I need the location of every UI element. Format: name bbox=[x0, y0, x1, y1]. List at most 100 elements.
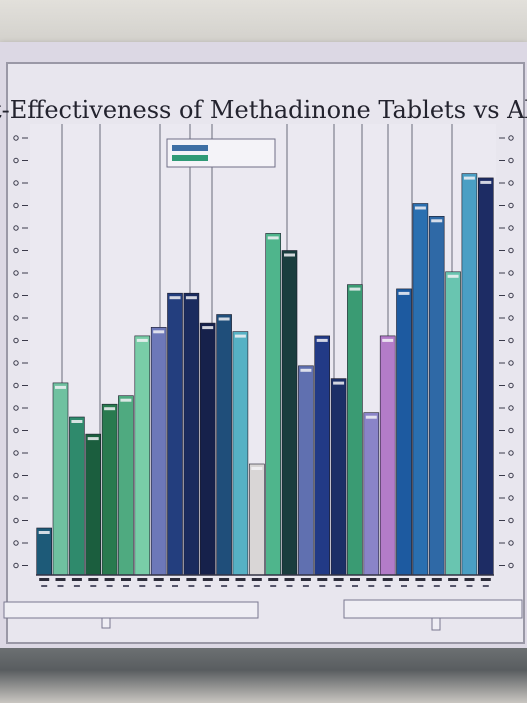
x-tick-23 bbox=[399, 578, 409, 581]
bar-label-mark-19 bbox=[333, 381, 345, 385]
x-tick-sub-26 bbox=[450, 585, 457, 587]
y-tick-left-3 bbox=[13, 202, 19, 209]
bar-28 bbox=[477, 177, 494, 576]
bar-label-mark-14 bbox=[251, 467, 263, 470]
x-tick-1 bbox=[39, 578, 50, 581]
x-tick-sub-14 bbox=[253, 585, 260, 587]
x-tick-sub-9 bbox=[172, 585, 178, 587]
bar-label-mark-6 bbox=[120, 398, 132, 402]
y-tick-left-19 bbox=[13, 562, 19, 569]
bar-25 bbox=[428, 216, 445, 576]
y-tick-right-15 bbox=[508, 472, 514, 479]
legend-swatch-1 bbox=[172, 145, 208, 151]
y-tick-left-11 bbox=[13, 382, 19, 389]
x-tick-28 bbox=[480, 578, 491, 581]
bar-4 bbox=[85, 433, 101, 576]
bar-label-mark-12 bbox=[218, 317, 230, 321]
y-tick-right-12 bbox=[508, 405, 514, 411]
bar-3 bbox=[69, 416, 85, 576]
y-tick-left-5 bbox=[13, 247, 19, 254]
x-tick-sub-17 bbox=[302, 585, 309, 587]
bar-label-mark-27 bbox=[463, 176, 475, 180]
y-tick-left-18 bbox=[13, 540, 19, 546]
y-tick-left-15 bbox=[13, 472, 19, 479]
x-tick-7 bbox=[137, 578, 148, 581]
bar-label-mark-4 bbox=[87, 437, 99, 441]
bar-7 bbox=[134, 335, 151, 576]
legend-swatch-2 bbox=[172, 155, 208, 161]
bar-label-mark-25 bbox=[431, 219, 443, 223]
bar-19 bbox=[330, 378, 347, 576]
y-tick-right-7 bbox=[508, 292, 514, 299]
bar-10 bbox=[183, 292, 200, 576]
bar-18 bbox=[314, 335, 331, 576]
x-tick-sub-5 bbox=[106, 585, 113, 587]
x-tick-10 bbox=[186, 578, 197, 581]
bar-label-mark-18 bbox=[316, 338, 328, 342]
bar-16 bbox=[281, 250, 298, 576]
x-tick-sub-7 bbox=[139, 585, 146, 587]
y-tick-left-0 bbox=[13, 135, 19, 141]
y-tick-right-5 bbox=[508, 247, 514, 254]
bar-24 bbox=[412, 203, 429, 576]
bar-21 bbox=[363, 412, 380, 576]
footnote-right-tab bbox=[431, 617, 441, 631]
bars bbox=[36, 173, 494, 576]
y-tick-left-10 bbox=[13, 360, 19, 366]
x-tick-22 bbox=[382, 578, 393, 581]
x-tick-sub-6 bbox=[123, 585, 129, 587]
y-tick-right-17 bbox=[508, 517, 514, 524]
footnote-left bbox=[3, 601, 259, 629]
floor-background bbox=[0, 648, 527, 703]
bar-27 bbox=[461, 173, 478, 576]
bar-label-mark-23 bbox=[398, 291, 410, 295]
y-tick-left-13 bbox=[13, 427, 19, 434]
x-tick-5 bbox=[104, 578, 115, 581]
x-tick-17 bbox=[300, 578, 311, 581]
x-tick-15 bbox=[268, 578, 279, 581]
x-tick-8 bbox=[153, 578, 164, 581]
y-tick-right-6 bbox=[508, 270, 514, 276]
y-axis-left-ticks bbox=[13, 135, 28, 569]
y-tick-right-13 bbox=[508, 427, 514, 434]
x-tick-11 bbox=[202, 578, 213, 581]
y-axis-right-ticks bbox=[499, 135, 514, 569]
bar-label-mark-21 bbox=[365, 415, 377, 419]
y-tick-left-12 bbox=[13, 405, 19, 411]
y-tick-left-7 bbox=[13, 292, 19, 299]
y-tick-right-16 bbox=[508, 495, 514, 501]
bar-label-mark-16 bbox=[284, 253, 295, 257]
x-tick-sub-20 bbox=[352, 585, 358, 587]
x-tick-sub-25 bbox=[433, 585, 440, 587]
x-tick-14 bbox=[251, 578, 262, 581]
bar-8 bbox=[150, 326, 167, 576]
x-tick-3 bbox=[71, 578, 82, 581]
bar-2 bbox=[52, 382, 69, 576]
bar-label-mark-15 bbox=[267, 236, 279, 240]
x-tick-12 bbox=[219, 578, 230, 581]
x-tick-sub-22 bbox=[384, 585, 391, 587]
x-tick-sub-28 bbox=[482, 585, 489, 587]
footnote-left-box bbox=[3, 601, 259, 619]
x-tick-26 bbox=[448, 578, 459, 581]
footnote-right-box bbox=[343, 599, 523, 619]
x-tick-sub-12 bbox=[221, 585, 228, 587]
x-tick-24 bbox=[415, 578, 426, 581]
y-tick-left-1 bbox=[13, 157, 19, 164]
bar-label-mark-9 bbox=[169, 296, 181, 300]
x-tick-27 bbox=[464, 578, 475, 581]
x-tick-sub-15 bbox=[270, 585, 277, 587]
x-tick-sub-19 bbox=[335, 585, 342, 587]
y-tick-left-16 bbox=[13, 495, 19, 501]
x-tick-sub-18 bbox=[319, 585, 326, 587]
y-tick-right-4 bbox=[508, 225, 514, 231]
bar-label-mark-8 bbox=[153, 330, 165, 334]
y-tick-left-4 bbox=[13, 225, 19, 231]
y-tick-left-17 bbox=[13, 517, 19, 524]
x-tick-9 bbox=[170, 578, 180, 581]
x-tick-sub-13 bbox=[237, 585, 244, 587]
x-tick-13 bbox=[235, 578, 246, 581]
bar-label-mark-3 bbox=[71, 420, 83, 423]
y-tick-right-9 bbox=[508, 337, 514, 344]
bar-label-mark-28 bbox=[480, 180, 492, 184]
